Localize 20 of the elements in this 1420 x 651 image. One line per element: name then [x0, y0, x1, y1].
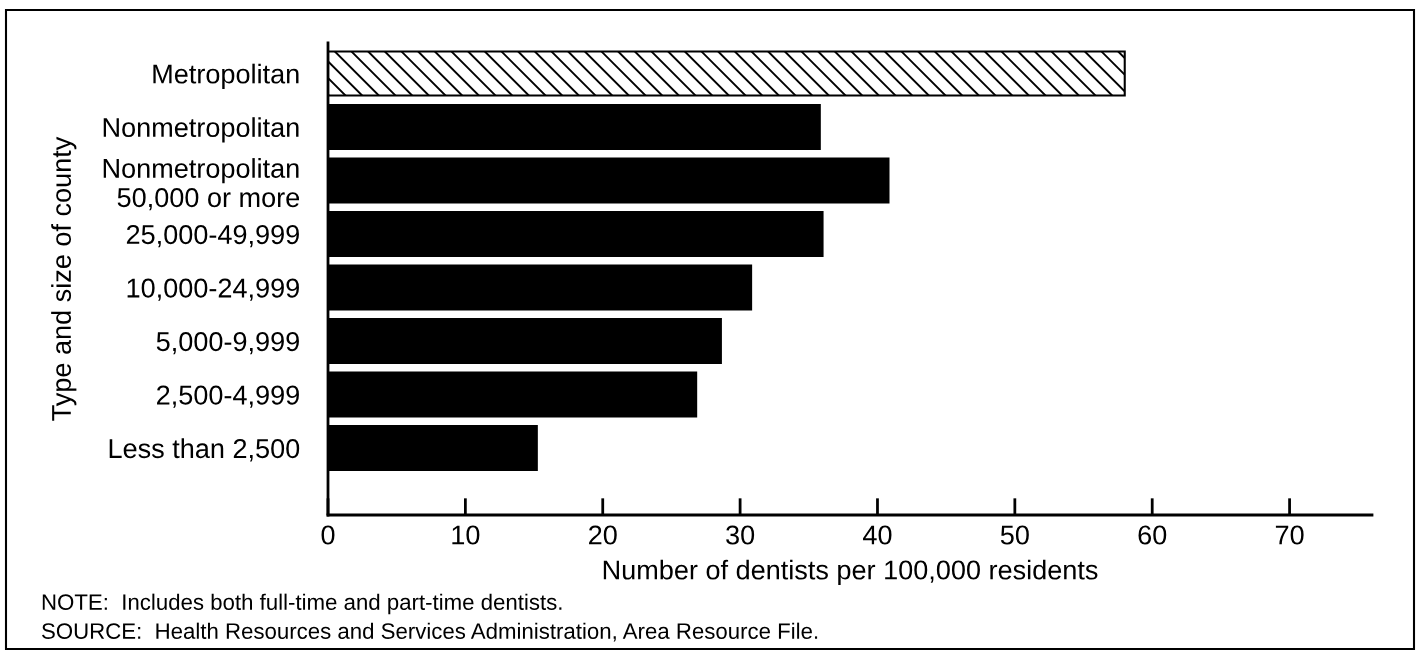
- y-axis-title: Type and size of county: [51, 136, 77, 421]
- x-tick-label: 20: [589, 525, 617, 545]
- y-tick-label: Less than 2,500: [109, 438, 300, 462]
- x-tick-label: 50: [1000, 525, 1029, 545]
- x-tick-label: 70: [1275, 525, 1304, 545]
- y-tick-label: 10,000-24,999: [127, 278, 299, 301]
- x-tick-label: 0: [321, 525, 335, 545]
- x-tick-label: 30: [726, 525, 755, 545]
- y-tick-label: Nonmetropolitan 50,000 or more: [103, 158, 300, 211]
- y-tick-label: Nonmetropolitan: [103, 117, 299, 143]
- x-tick-label: 40: [863, 525, 892, 545]
- source-note: SOURCE: Health Resources and Services Administration, Area Resource File.: [42, 622, 818, 642]
- y-tick-label: 2,500-4,999: [157, 385, 299, 408]
- y-tick-label: 25,000-49,999: [126, 224, 299, 248]
- text: NOTE: Includes both full-time and part-time dentists.: [42, 593, 562, 615]
- x-tick-label: 60: [1138, 525, 1167, 545]
- y-tick-label: Metropolitan: [153, 63, 299, 89]
- y-tick-label: 5,000-9,999: [156, 331, 299, 355]
- x-axis-title: Number of dentists per 100,000 residents: [603, 559, 1098, 585]
- x-tick-label: 10: [452, 525, 480, 545]
